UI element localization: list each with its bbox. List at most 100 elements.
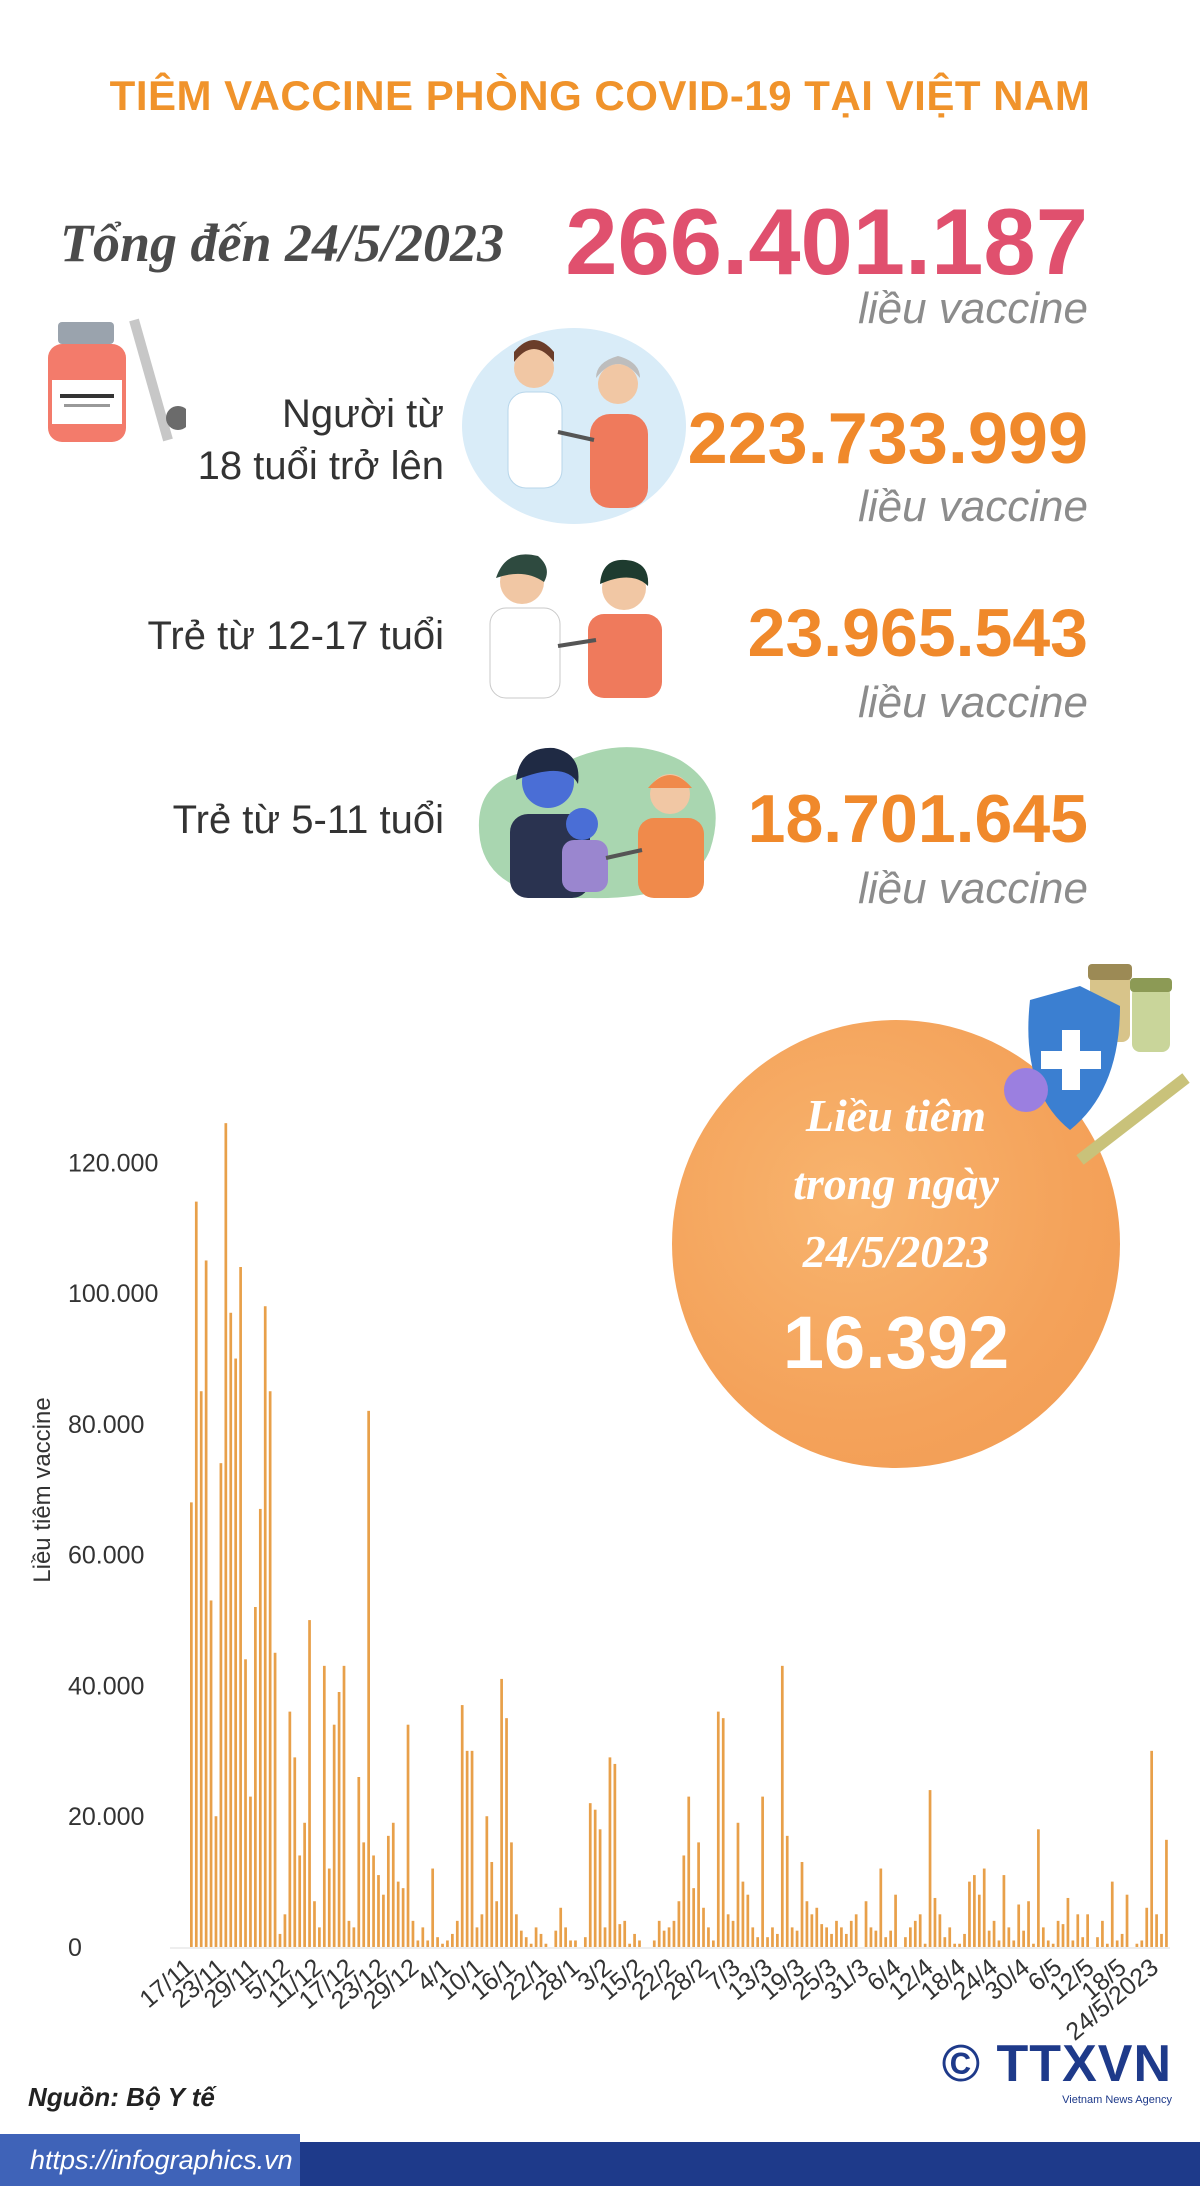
bar (751, 1927, 755, 1947)
bar (766, 1937, 769, 1947)
bar (229, 1312, 233, 1947)
bar (780, 1665, 784, 1947)
bar (1017, 1904, 1021, 1947)
bar (790, 1927, 794, 1947)
y-tick-label: 80.000 (68, 1411, 144, 1439)
bar (293, 1757, 297, 1947)
bar (421, 1927, 425, 1947)
bar (682, 1855, 686, 1947)
bar (840, 1927, 843, 1947)
bar (574, 1940, 577, 1947)
daily-label-line1: Liều tiêm (805, 1090, 987, 1141)
bar (726, 1914, 730, 1947)
bar (524, 1937, 528, 1947)
bar (416, 1940, 420, 1947)
bar (249, 1796, 252, 1947)
bar (1022, 1930, 1025, 1947)
bar (894, 1894, 897, 1947)
group-adult-unit: liều vaccine (858, 482, 1088, 531)
bar (505, 1718, 508, 1947)
bar (623, 1920, 627, 1947)
bars (170, 1123, 1170, 1949)
bar (254, 1607, 257, 1947)
bar (204, 1260, 208, 1947)
bar (1101, 1920, 1104, 1947)
bar (1140, 1940, 1144, 1947)
bar (391, 1822, 395, 1947)
bar (662, 1930, 666, 1947)
bar (278, 1933, 282, 1947)
y-tick-label: 20.000 (68, 1803, 144, 1831)
bar (244, 1659, 247, 1947)
bar (1002, 1875, 1006, 1947)
bar (1155, 1914, 1158, 1947)
child-vaccination-icon (478, 747, 716, 899)
total-label: Tổng đến 24/5/2023 (60, 213, 505, 273)
group-child-value: 18.701.645 (747, 781, 1088, 857)
bar (628, 1943, 631, 1947)
total-value: 266.401.187 (565, 189, 1088, 294)
bar (1145, 1907, 1149, 1947)
bar (1160, 1933, 1163, 1947)
bar (382, 1894, 385, 1947)
bar (667, 1927, 671, 1947)
total-unit: liều vaccine (858, 284, 1088, 333)
bar (485, 1816, 489, 1947)
bar (825, 1927, 828, 1947)
bar (943, 1937, 947, 1947)
bar (480, 1914, 484, 1947)
bar (913, 1920, 917, 1947)
bar (465, 1750, 469, 1947)
bar (844, 1933, 848, 1947)
bar (564, 1927, 567, 1947)
daily-label-line2: trong ngày (793, 1158, 999, 1209)
shield-virus-icon (1004, 964, 1190, 1165)
bar (618, 1924, 622, 1947)
bar (657, 1920, 661, 1947)
bar (982, 1868, 986, 1947)
bar (372, 1855, 375, 1947)
bar (263, 1306, 267, 1947)
bar (460, 1705, 464, 1947)
bar (411, 1920, 415, 1947)
bar (401, 1888, 405, 1947)
bar (342, 1665, 346, 1947)
bar (337, 1692, 341, 1947)
bar (544, 1943, 548, 1947)
bar (1081, 1937, 1085, 1947)
bar (948, 1927, 952, 1947)
bar (603, 1927, 607, 1947)
bar (874, 1930, 878, 1947)
bar (958, 1943, 961, 1947)
footer-url-link[interactable]: https://infographics.vn (30, 2145, 293, 2175)
bar (756, 1937, 760, 1947)
bar (554, 1930, 558, 1947)
bar (322, 1665, 326, 1947)
bar (741, 1881, 745, 1947)
bar (702, 1907, 705, 1947)
bar (1066, 1897, 1070, 1947)
bar (716, 1711, 720, 1947)
bar (953, 1943, 957, 1947)
bar (1007, 1927, 1011, 1947)
bar (721, 1718, 725, 1947)
bar (495, 1901, 499, 1947)
daily-doses-value: 16.392 (782, 1301, 1010, 1384)
bar (446, 1940, 449, 1947)
bar (992, 1920, 996, 1947)
page-title: TIÊM VACCINE PHÒNG COVID-19 TẠI VIỆT NAM (109, 72, 1091, 119)
bar (258, 1508, 262, 1947)
group-adult-label-line1: Người từ (281, 392, 444, 436)
bar (933, 1897, 937, 1947)
group-adult-value: 223.733.999 (687, 399, 1088, 479)
bar (908, 1927, 912, 1947)
bar (313, 1901, 316, 1947)
bar (529, 1943, 533, 1947)
group-adult-label-line2: 18 tuổi trở lên (197, 444, 444, 488)
bar (977, 1894, 981, 1947)
bar (598, 1829, 602, 1947)
bar (470, 1750, 474, 1947)
bar (224, 1123, 228, 1947)
group-adult-label: Người từ 18 tuổi trở lên (198, 388, 444, 492)
bar (923, 1943, 927, 1947)
